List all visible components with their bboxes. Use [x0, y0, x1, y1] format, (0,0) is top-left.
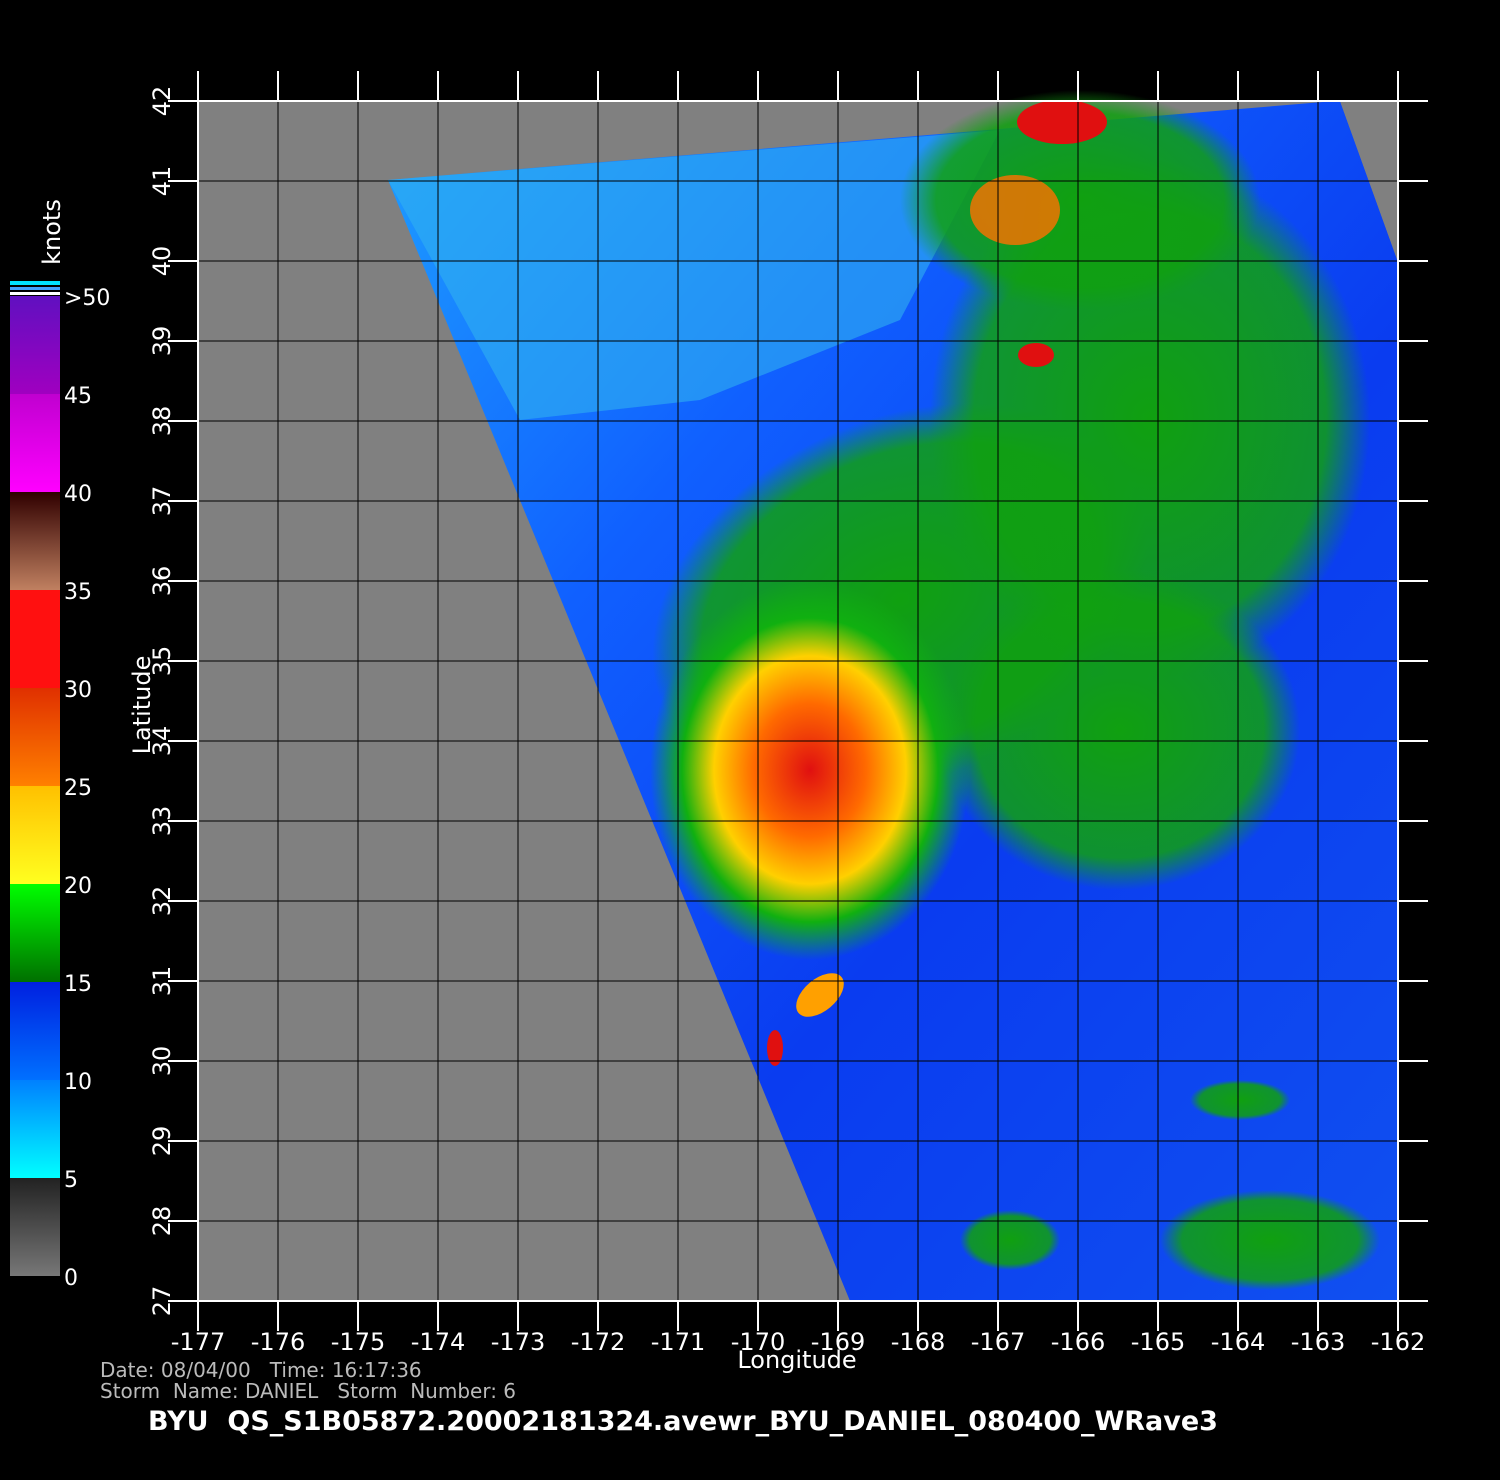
x-tick-label: -171 [651, 1328, 705, 1356]
info-line: Storm Name: DANIEL Storm Number: 6 [100, 1379, 516, 1403]
colorbar-tick-label: 0 [64, 1266, 78, 1291]
colorbar-tick-label: 10 [64, 1070, 92, 1095]
colorbar-segment [10, 1178, 60, 1276]
y-tick-label: 37 [148, 486, 176, 517]
y-tick-label: 33 [148, 806, 176, 837]
colorbar-label: knots [38, 199, 66, 265]
colorbar-tick-label: 25 [64, 776, 92, 801]
plot-frame [197, 100, 1399, 1302]
y-tick-label: 35 [148, 646, 176, 677]
colorbar-tick-label: 20 [64, 874, 92, 899]
colorbar-segment [10, 884, 60, 982]
y-tick-label: 28 [148, 1206, 176, 1237]
y-tick-label: 30 [148, 1046, 176, 1077]
y-tick-label: 34 [148, 726, 176, 757]
colorbar-segment [10, 296, 60, 394]
y-axis-label: Latitude [128, 656, 156, 755]
x-tick-label: -166 [1051, 1328, 1105, 1356]
x-tick-label: -168 [891, 1328, 945, 1356]
x-tick-label: -177 [171, 1328, 225, 1356]
colorbar-segment [10, 590, 60, 688]
y-tick-label: 38 [148, 406, 176, 437]
colorbar-tick-label: 45 [64, 384, 92, 409]
x-tick-label: -164 [1211, 1328, 1265, 1356]
colorbar-tick-label: >50 [64, 286, 110, 311]
x-tick-label: -172 [571, 1328, 625, 1356]
x-tick-label: -163 [1291, 1328, 1345, 1356]
y-tick-label: 27 [148, 1286, 176, 1317]
y-tick-label: 40 [148, 246, 176, 277]
x-tick-label: -169 [811, 1328, 865, 1356]
colorbar-segment [10, 1080, 60, 1178]
colorbar-segment [10, 394, 60, 492]
colorbar-tick-label: 35 [64, 580, 92, 605]
x-tick-label: -174 [411, 1328, 465, 1356]
x-tick-label: -162 [1371, 1328, 1425, 1356]
y-tick-label: 31 [148, 966, 176, 997]
y-tick-label: 41 [148, 166, 176, 197]
colorbar-segment [10, 688, 60, 786]
colorbar-segment [10, 786, 60, 884]
x-tick-label: -170 [731, 1328, 785, 1356]
y-tick-label: 39 [148, 326, 176, 357]
colorbar-tick-label: 30 [64, 678, 92, 703]
y-tick-label: 36 [148, 566, 176, 597]
x-axis-label: Longitude [737, 1346, 856, 1374]
info-line: Date: 08/04/00 Time: 16:17:36 [100, 1358, 422, 1382]
x-tick-label: -176 [251, 1328, 305, 1356]
colorbar: 0 5 10 15 20 25 30 35 40 45 >50 [10, 281, 110, 1291]
y-tick-label: 42 [148, 86, 176, 117]
colorbar-segment [10, 492, 60, 590]
x-tick-label: -165 [1131, 1328, 1185, 1356]
x-tick-label: -175 [331, 1328, 385, 1356]
y-tick-label: 32 [148, 886, 176, 917]
colorbar-segment [10, 982, 60, 1080]
colorbar-tick-label: 40 [64, 482, 92, 507]
x-tick-label: -167 [971, 1328, 1025, 1356]
y-tick-label: 29 [148, 1126, 176, 1157]
wind-swath [388, 90, 1398, 1301]
title: BYU QS_S1B05872.20002181324.avewr_BYU_DA… [148, 1406, 1218, 1437]
colorbar-tick-label: 5 [64, 1168, 78, 1193]
colorbar-tick-label: 15 [64, 972, 92, 997]
x-tick-label: -173 [491, 1328, 545, 1356]
axes: -177 -176 -175 -174 -173 -172 -171 -170 -169 -168… [148, 71, 1428, 1356]
